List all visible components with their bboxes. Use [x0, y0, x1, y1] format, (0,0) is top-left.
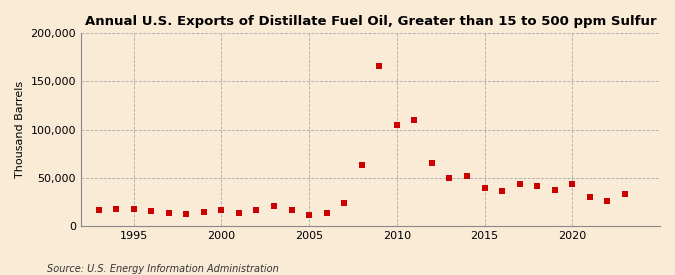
Point: [374, 64, 385, 68]
Point: [181, 212, 192, 216]
Point: [497, 189, 508, 193]
Point: [409, 118, 420, 122]
Point: [93, 208, 104, 213]
Point: [392, 123, 402, 127]
Point: [602, 199, 613, 203]
Point: [146, 209, 157, 214]
Point: [111, 206, 122, 211]
Point: [321, 211, 332, 216]
Point: [304, 213, 315, 218]
Point: [234, 211, 244, 216]
Point: [427, 161, 437, 166]
Point: [128, 206, 139, 211]
Point: [251, 207, 262, 212]
Y-axis label: Thousand Barrels: Thousand Barrels: [15, 81, 25, 178]
Point: [479, 186, 490, 191]
Point: [198, 210, 209, 214]
Point: [286, 208, 297, 213]
Point: [163, 211, 174, 216]
Point: [585, 195, 595, 199]
Point: [444, 175, 455, 180]
Title: Annual U.S. Exports of Distillate Fuel Oil, Greater than 15 to 500 ppm Sulfur: Annual U.S. Exports of Distillate Fuel O…: [84, 15, 656, 28]
Point: [269, 204, 279, 208]
Point: [549, 188, 560, 192]
Point: [567, 181, 578, 186]
Point: [514, 182, 525, 187]
Text: Source: U.S. Energy Information Administration: Source: U.S. Energy Information Administ…: [47, 264, 279, 274]
Point: [532, 184, 543, 189]
Point: [462, 174, 472, 178]
Point: [339, 200, 350, 205]
Point: [216, 208, 227, 213]
Point: [356, 163, 367, 167]
Point: [620, 192, 630, 196]
